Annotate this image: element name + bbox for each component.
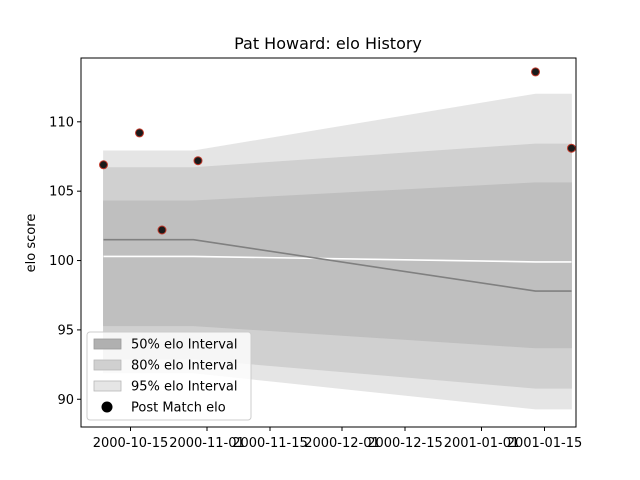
x-tick-label: 2000-11-15 bbox=[232, 436, 308, 451]
legend-swatch-80-elo-interval bbox=[93, 359, 122, 371]
post-match-point bbox=[193, 156, 203, 166]
x-tick-label: 2001-01-01 bbox=[444, 436, 520, 451]
post-match-point bbox=[567, 143, 576, 153]
post-match-point bbox=[135, 128, 144, 138]
legend-swatch-50-elo-interval bbox=[93, 338, 122, 350]
y-tick-label: 95 bbox=[57, 323, 74, 338]
x-tick-label: 2000-11-01 bbox=[169, 436, 245, 451]
legend-label-50-elo-interval: 50% elo Interval bbox=[131, 338, 238, 353]
legend-marker-post-match-elo bbox=[101, 401, 113, 413]
x-tick-label: 2000-12-01 bbox=[304, 436, 380, 451]
post-match-point bbox=[157, 225, 167, 235]
band-50-elo-interval bbox=[103, 182, 572, 349]
plot-frame bbox=[80, 57, 577, 428]
post-match-point bbox=[99, 160, 108, 170]
chart-title: Pat Howard: elo History bbox=[234, 34, 422, 53]
x-tick-label: 2000-10-15 bbox=[93, 436, 169, 451]
y-tick-label: 100 bbox=[49, 254, 74, 269]
y-tick-label: 105 bbox=[49, 185, 74, 200]
legend-box bbox=[86, 331, 252, 421]
x-tick-label: 2001-01-15 bbox=[507, 436, 583, 451]
mean-elo-line bbox=[103, 238, 572, 292]
legend-label-post-match-elo: Post Match elo bbox=[131, 401, 226, 416]
post-match-point bbox=[531, 67, 540, 77]
x-tick-label: 2000-12-15 bbox=[367, 436, 443, 451]
axes: 90 95 100 105 110 2000-10-15 2000-11-012000-11… bbox=[49, 57, 583, 451]
y-tick-label: 90 bbox=[57, 393, 74, 408]
legend-label-95-elo-interval: 95% elo Interval bbox=[131, 380, 238, 395]
y-tick-label: 110 bbox=[49, 115, 74, 130]
y-axis-label: elo score bbox=[24, 214, 39, 273]
legend-swatch-95-elo-interval bbox=[93, 380, 122, 392]
legend-label-80-elo-interval: 80% elo Interval bbox=[131, 359, 238, 374]
plot-area bbox=[99, 67, 576, 410]
legend: 50% elo Interval 80% elo Interval 95% elo … bbox=[86, 331, 252, 421]
baseline-line bbox=[103, 255, 572, 263]
